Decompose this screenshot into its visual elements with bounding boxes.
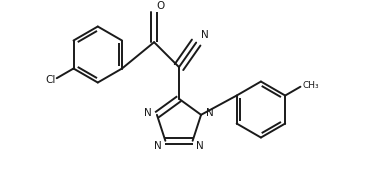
Text: N: N	[201, 30, 209, 40]
Text: N: N	[196, 141, 204, 151]
Text: N: N	[154, 141, 162, 151]
Text: Cl: Cl	[45, 75, 55, 85]
Text: N: N	[144, 108, 152, 118]
Text: CH₃: CH₃	[303, 81, 319, 90]
Text: O: O	[156, 1, 165, 11]
Text: N: N	[206, 108, 214, 118]
